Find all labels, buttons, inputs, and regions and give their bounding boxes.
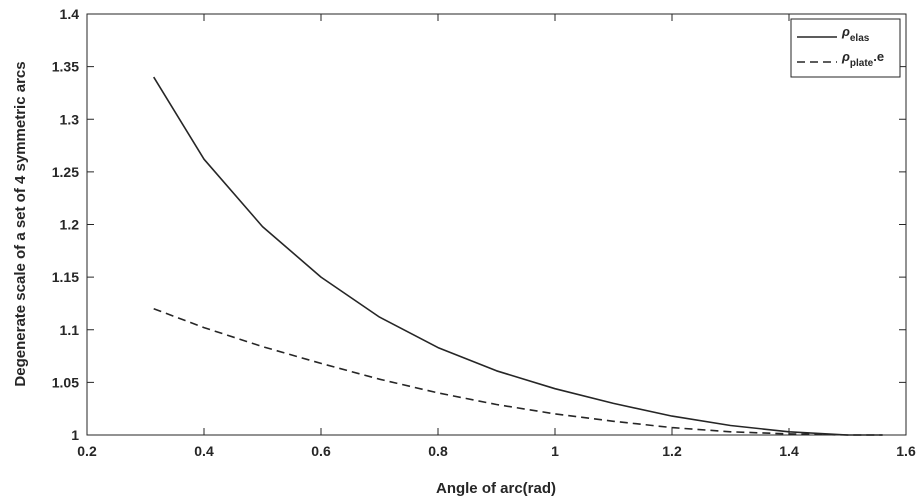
x-tick-label: 0.2: [77, 443, 97, 459]
legend-subscript: elas: [850, 33, 870, 44]
y-tick-label: 1.05: [52, 374, 79, 390]
series-line-plate: [153, 307, 883, 436]
legend-label-plate: ρplate.e: [841, 49, 884, 69]
y-tick-label: 1: [71, 427, 79, 443]
x-tick-label: 0.4: [194, 443, 214, 459]
series-layer: [153, 76, 883, 436]
y-tick-label: 1.4: [60, 6, 80, 22]
x-tick-label: 0.6: [311, 443, 331, 459]
x-tick-label: 1.6: [896, 443, 916, 459]
x-axis-ticks: 0.2 0.4 0.6 0.8 1 1.2 1.4 1.6: [77, 14, 916, 459]
legend-subscript: plate: [850, 58, 874, 69]
plot-area: [86, 13, 907, 436]
legend-suffix: .e: [873, 49, 884, 64]
y-tick-label: 1.25: [52, 164, 79, 180]
legend-label-elas: ρelas: [841, 24, 870, 44]
y-tick-label: 1.1: [60, 322, 80, 338]
x-axis-label: Angle of arc(rad): [436, 480, 556, 497]
x-tick-label: 1: [551, 443, 559, 459]
y-tick-label: 1.2: [60, 217, 80, 233]
x-tick-label: 1.2: [662, 443, 682, 459]
legend-symbol: ρ: [841, 49, 850, 64]
y-axis-label: Degenerate scale of a set of 4 symmetric…: [12, 61, 29, 386]
y-tick-label: 1.3: [60, 111, 80, 127]
y-tick-label: 1.15: [52, 269, 79, 285]
legend-box: [790, 18, 901, 78]
x-tick-label: 1.4: [779, 443, 799, 459]
y-axis-ticks: 1 1.05 1.1 1.15 1.2 1.25 1.3 1.35 1.4: [52, 6, 906, 443]
legend-symbol: ρ: [841, 24, 850, 39]
series-line-elas: [153, 76, 883, 436]
x-tick-label: 0.8: [428, 443, 448, 459]
y-tick-label: 1.35: [52, 59, 79, 75]
